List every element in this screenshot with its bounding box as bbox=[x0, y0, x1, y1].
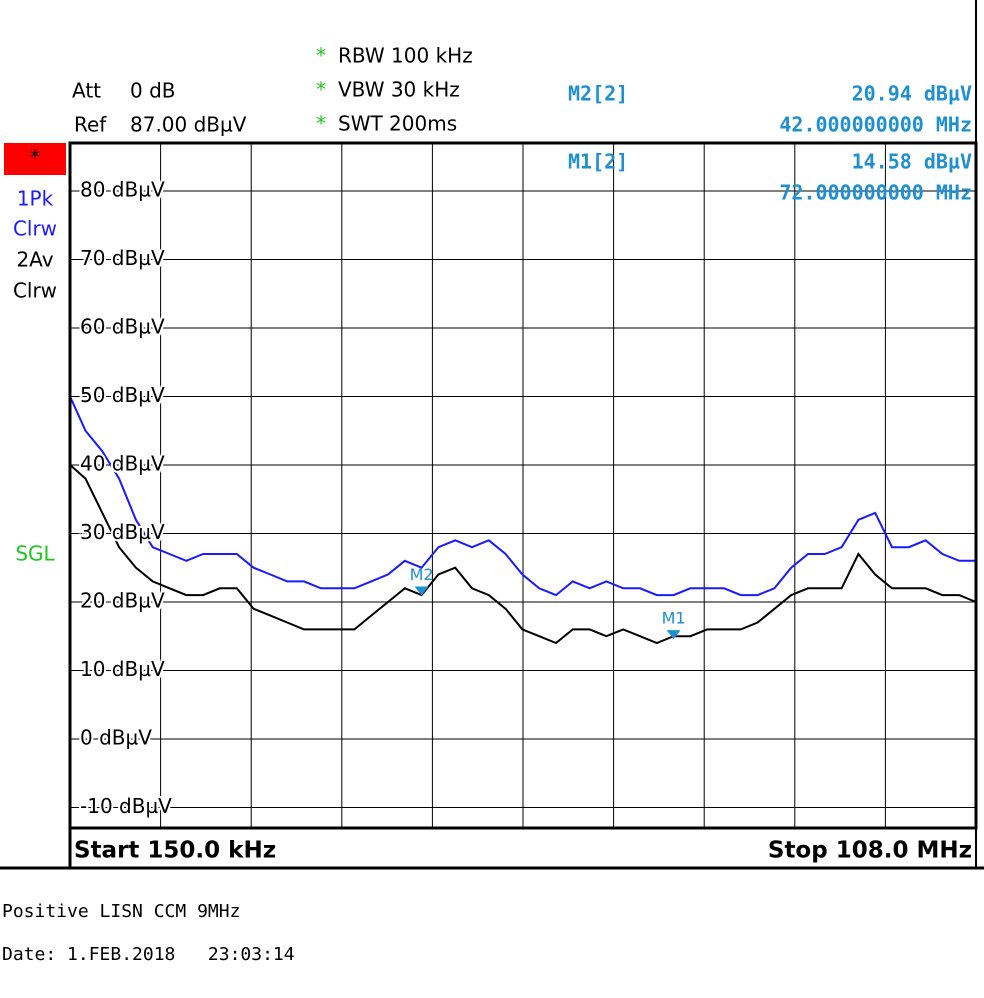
y-tick-label: 80 dBµV bbox=[80, 177, 165, 201]
setting-text: VBW 30 kHz bbox=[338, 78, 460, 102]
ref-value: 87.00 dBµV bbox=[130, 113, 247, 137]
setting-star: * bbox=[316, 44, 326, 68]
att-value: 0 dB bbox=[130, 79, 176, 103]
marker-name: M2[2] bbox=[568, 82, 628, 106]
trace bbox=[69, 395, 976, 597]
flag-box bbox=[4, 143, 66, 175]
trace1-label: 1Pk bbox=[17, 187, 54, 211]
marker-label: M2 bbox=[410, 565, 434, 584]
start-label: Start 150.0 kHz bbox=[74, 838, 276, 864]
frame bbox=[68, 141, 978, 830]
trace bbox=[69, 464, 977, 645]
plot: 80 dBµV 70 dBµV 60 dBµV 50 dBµV 40 dBµV 30 dB… bbox=[69, 143, 977, 828]
y-tick-label: 40 dBµV bbox=[80, 451, 165, 475]
marker-freq: 42.000000000 MHz bbox=[779, 113, 972, 137]
stop-label: Stop 108.0 MHz bbox=[768, 838, 972, 864]
marker-label: M1 bbox=[662, 609, 686, 628]
y-tick-label: 60 dBµV bbox=[80, 314, 165, 338]
y-tick-label: 10 dBµV bbox=[80, 657, 165, 681]
marker-name: M1[2] bbox=[568, 150, 628, 174]
y-tick-label: 0 dBµV bbox=[80, 725, 152, 749]
setting-text: SWT 200ms bbox=[338, 112, 457, 136]
setting-star: * bbox=[316, 112, 326, 136]
trace2-label: Clrw bbox=[13, 279, 57, 303]
marker bbox=[666, 630, 681, 640]
footer-line: Positive LISN CCM 9MHz bbox=[2, 901, 240, 922]
y-tick-label: 30 dBµV bbox=[80, 520, 165, 544]
y-tick-label: 70 dBµV bbox=[80, 246, 165, 270]
y-tick-label: 20 dBµV bbox=[80, 588, 165, 612]
marker-freq: 72.000000000 MHz bbox=[779, 181, 972, 205]
y-tick-label: -10 dBµV bbox=[80, 794, 172, 818]
marker-level: 14.58 dBµV bbox=[852, 150, 972, 174]
marker-level: 20.94 dBµV bbox=[852, 82, 972, 106]
att-label: Att bbox=[72, 79, 101, 103]
ref-label: Ref bbox=[74, 113, 107, 137]
mode-label: SGL bbox=[15, 542, 55, 566]
flag: * bbox=[30, 146, 40, 170]
y-tick-label: 50 dBµV bbox=[80, 383, 165, 407]
trace2-label: 2Av bbox=[16, 248, 53, 272]
setting-text: RBW 100 kHz bbox=[338, 44, 473, 68]
trace1-label: Clrw bbox=[13, 217, 57, 241]
footer-line: Date: 1.FEB.2018 23:03:14 bbox=[2, 944, 295, 965]
setting-star: * bbox=[316, 78, 326, 102]
marker bbox=[414, 586, 429, 596]
